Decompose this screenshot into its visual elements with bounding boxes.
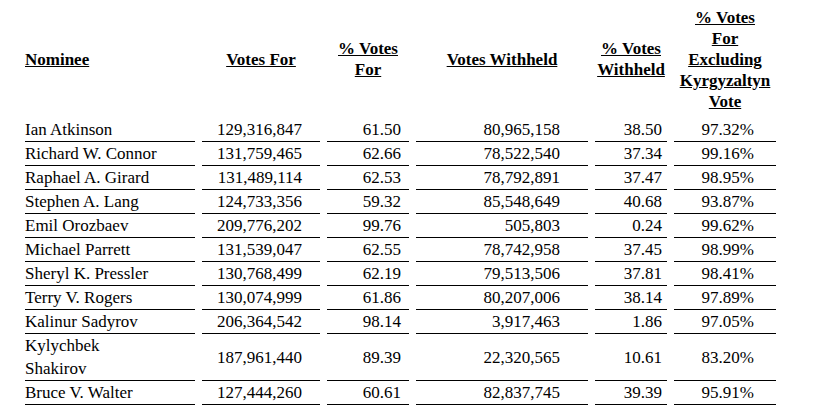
votes-for-cell: 206,364,542: [202, 310, 320, 334]
votes-withheld-cell: 22,320,565: [416, 334, 588, 381]
pct-excluding-cell: 93.87%: [674, 190, 776, 214]
votes-for-cell: 131,489,114: [202, 166, 320, 190]
votes-for-cell: 131,759,465: [202, 142, 320, 166]
table-header: Nominee Votes For % Votes For Votes With…: [25, 0, 776, 118]
votes-for-cell: 124,733,356: [202, 190, 320, 214]
pct-excluding-cell: 98.99%: [674, 238, 776, 262]
nominee-cell: Kylychbek Shakirov: [25, 334, 195, 381]
pct-votes-for-cell: 99.76: [327, 214, 409, 238]
table-row: Raphael A. Girard 131,489,114 62.53 78,7…: [25, 166, 776, 190]
table-row: Richard W. Connor 131,759,465 62.66 78,5…: [25, 142, 776, 166]
pct-votes-for-cell: 60.61: [327, 381, 409, 405]
pct-excluding-cell: 99.62%: [674, 214, 776, 238]
nominee-cell: Raphael A. Girard: [25, 166, 195, 190]
table-row: Terry V. Rogers 130,074,999 61.86 80,207…: [25, 286, 776, 310]
column-header-pct-votes-withheld: % Votes Withheld: [595, 0, 667, 118]
table-row: Sheryl K. Pressler 130,768,499 62.19 79,…: [25, 262, 776, 286]
pct-votes-withheld-cell: 37.34: [595, 142, 667, 166]
nominee-cell: Terry V. Rogers: [25, 286, 195, 310]
votes-withheld-cell: 80,207,006: [416, 286, 588, 310]
pct-excluding-cell: 83.20%: [674, 334, 776, 381]
pct-votes-withheld-cell: 38.14: [595, 286, 667, 310]
nominee-cell: Emil Orozbaev: [25, 214, 195, 238]
votes-for-cell: 127,444,260: [202, 381, 320, 405]
pct-votes-withheld-cell: 39.39: [595, 381, 667, 405]
column-header-votes-withheld: Votes Withheld: [416, 0, 588, 118]
pct-excluding-cell: 98.95%: [674, 166, 776, 190]
pct-excluding-cell: 98.41%: [674, 262, 776, 286]
nominee-cell: Bruce V. Walter: [25, 381, 195, 405]
pct-votes-withheld-cell: 10.61: [595, 334, 667, 381]
table-row: Bruce V. Walter 127,444,260 60.61 82,837…: [25, 381, 776, 405]
votes-withheld-cell: 78,522,540: [416, 142, 588, 166]
pct-votes-for-cell: 98.14: [327, 310, 409, 334]
pct-votes-withheld-cell: 37.81: [595, 262, 667, 286]
votes-withheld-cell: 78,742,958: [416, 238, 588, 262]
pct-excluding-cell: 97.05%: [674, 310, 776, 334]
pct-votes-for-cell: 62.55: [327, 238, 409, 262]
table-row: Emil Orozbaev 209,776,202 99.76 505,803 …: [25, 214, 776, 238]
pct-votes-withheld-cell: 40.68: [595, 190, 667, 214]
header-row: Nominee Votes For % Votes For Votes With…: [25, 0, 776, 118]
votes-withheld-cell: 79,513,506: [416, 262, 588, 286]
pct-excluding-cell: 97.32%: [674, 118, 776, 142]
nominee-cell: Sheryl K. Pressler: [25, 262, 195, 286]
votes-for-cell: 130,768,499: [202, 262, 320, 286]
pct-votes-withheld-cell: 0.24: [595, 214, 667, 238]
votes-withheld-cell: 85,548,649: [416, 190, 588, 214]
votes-withheld-cell: 3,917,463: [416, 310, 588, 334]
table-body: Ian Atkinson 129,316,847 61.50 80,965,15…: [25, 118, 776, 405]
votes-for-cell: 209,776,202: [202, 214, 320, 238]
votes-withheld-cell: 82,837,745: [416, 381, 588, 405]
pct-votes-for-cell: 62.53: [327, 166, 409, 190]
table-row: Stephen A. Lang 124,733,356 59.32 85,548…: [25, 190, 776, 214]
pct-votes-withheld-cell: 1.86: [595, 310, 667, 334]
pct-votes-for-cell: 89.39: [327, 334, 409, 381]
nominee-cell: Stephen A. Lang: [25, 190, 195, 214]
pct-excluding-cell: 95.91%: [674, 381, 776, 405]
pct-votes-withheld-cell: 37.45: [595, 238, 667, 262]
table-row: Kylychbek Shakirov 187,961,440 89.39 22,…: [25, 334, 776, 381]
column-header-votes-for: Votes For: [202, 0, 320, 118]
nominee-cell: Richard W. Connor: [25, 142, 195, 166]
votes-for-cell: 129,316,847: [202, 118, 320, 142]
votes-for-cell: 187,961,440: [202, 334, 320, 381]
votes-withheld-cell: 78,792,891: [416, 166, 588, 190]
table-row: Kalinur Sadyrov 206,364,542 98.14 3,917,…: [25, 310, 776, 334]
pct-excluding-cell: 97.89%: [674, 286, 776, 310]
voting-results-table: Nominee Votes For % Votes For Votes With…: [18, 0, 783, 405]
pct-votes-withheld-cell: 38.50: [595, 118, 667, 142]
pct-votes-for-cell: 61.50: [327, 118, 409, 142]
pct-votes-for-cell: 59.32: [327, 190, 409, 214]
table-row: Michael Parrett 131,539,047 62.55 78,742…: [25, 238, 776, 262]
pct-votes-withheld-cell: 37.47: [595, 166, 667, 190]
column-header-pct-votes-for-excluding: % Votes For Excluding Kyrgyzaltyn Vote: [674, 0, 776, 118]
nominee-cell: Michael Parrett: [25, 238, 195, 262]
nominee-cell: Kalinur Sadyrov: [25, 310, 195, 334]
votes-withheld-cell: 80,965,158: [416, 118, 588, 142]
table-row: Ian Atkinson 129,316,847 61.50 80,965,15…: [25, 118, 776, 142]
pct-votes-for-cell: 61.86: [327, 286, 409, 310]
column-header-nominee: Nominee: [25, 0, 195, 118]
nominee-cell: Ian Atkinson: [25, 118, 195, 142]
column-header-pct-votes-for: % Votes For: [327, 0, 409, 118]
pct-votes-for-cell: 62.19: [327, 262, 409, 286]
pct-votes-for-cell: 62.66: [327, 142, 409, 166]
votes-for-cell: 131,539,047: [202, 238, 320, 262]
votes-withheld-cell: 505,803: [416, 214, 588, 238]
pct-excluding-cell: 99.16%: [674, 142, 776, 166]
votes-for-cell: 130,074,999: [202, 286, 320, 310]
